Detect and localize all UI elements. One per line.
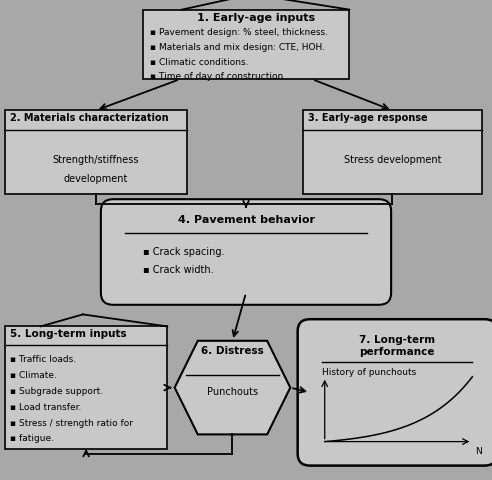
Text: N: N — [475, 447, 482, 456]
Text: ▪ Climate.: ▪ Climate. — [10, 371, 57, 380]
FancyBboxPatch shape — [143, 10, 349, 79]
Text: ▪ Subgrade support.: ▪ Subgrade support. — [10, 387, 103, 396]
Text: 1. Early-age inputs: 1. Early-age inputs — [197, 13, 315, 24]
FancyBboxPatch shape — [303, 110, 482, 194]
Text: ▪ Materials and mix design: CTE, HOH.: ▪ Materials and mix design: CTE, HOH. — [150, 43, 325, 52]
Text: ▪ Stress / strength ratio for: ▪ Stress / strength ratio for — [10, 419, 133, 428]
Polygon shape — [175, 341, 290, 434]
Text: ▪ Climatic conditions.: ▪ Climatic conditions. — [150, 58, 248, 67]
Text: Strength/stiffness: Strength/stiffness — [53, 155, 139, 165]
Text: 6. Distress: 6. Distress — [201, 346, 264, 356]
Text: 7. Long-term
performance: 7. Long-term performance — [359, 335, 435, 357]
FancyBboxPatch shape — [101, 199, 391, 305]
Text: ▪ fatigue.: ▪ fatigue. — [10, 434, 54, 444]
FancyBboxPatch shape — [298, 319, 492, 466]
Text: ▪ Crack spacing.: ▪ Crack spacing. — [143, 247, 224, 257]
Text: ▪ Traffic loads.: ▪ Traffic loads. — [10, 355, 76, 364]
FancyBboxPatch shape — [5, 326, 167, 449]
Text: History of punchouts: History of punchouts — [322, 368, 417, 377]
Text: Punchouts: Punchouts — [207, 387, 258, 397]
Text: ▪ Crack width.: ▪ Crack width. — [143, 265, 214, 276]
FancyBboxPatch shape — [5, 110, 187, 194]
Text: 2. Materials characterization: 2. Materials characterization — [10, 113, 168, 123]
Text: ▪ Pavement design: % steel, thickness.: ▪ Pavement design: % steel, thickness. — [150, 28, 328, 37]
Text: 4. Pavement behavior: 4. Pavement behavior — [178, 215, 314, 225]
Text: development: development — [64, 174, 128, 184]
Text: 3. Early-age response: 3. Early-age response — [308, 113, 427, 123]
Text: ▪ Load transfer.: ▪ Load transfer. — [10, 403, 81, 412]
Text: Stress development: Stress development — [343, 155, 441, 165]
Text: ▪ Time of day of construction.: ▪ Time of day of construction. — [150, 72, 286, 82]
Text: 5. Long-term inputs: 5. Long-term inputs — [10, 329, 126, 339]
